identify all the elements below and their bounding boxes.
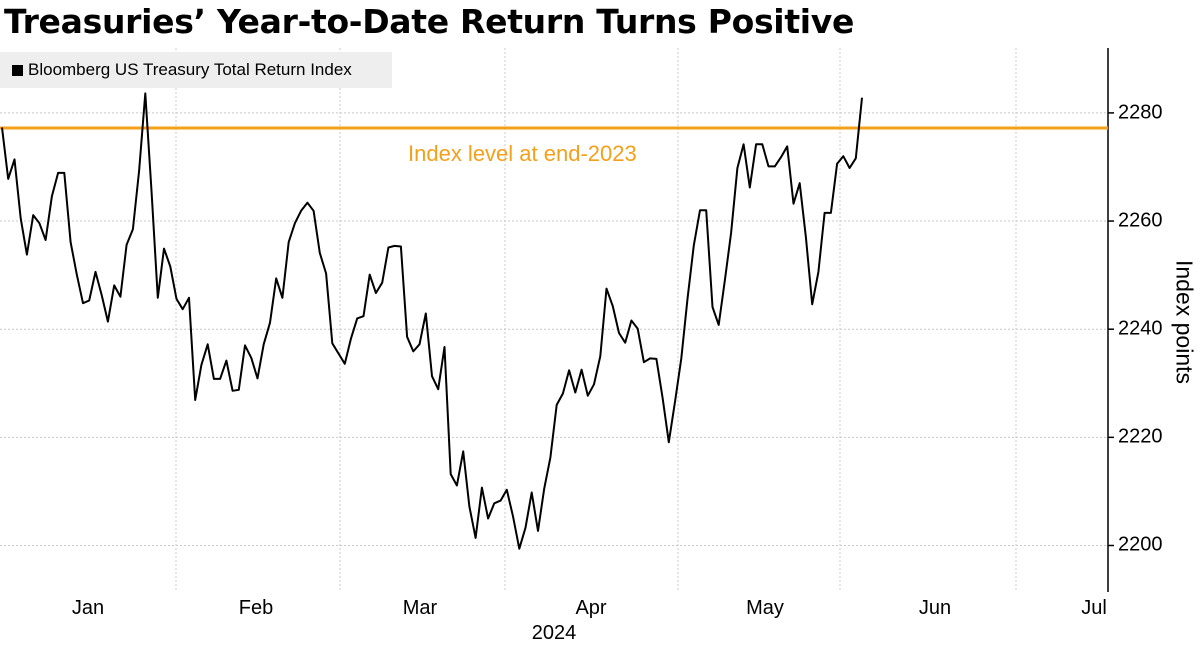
x-tick-label: Apr (575, 597, 607, 619)
y-tick-label: 2220 (1118, 425, 1163, 448)
chart-title: Treasuries’ Year-to-Date Return Turns Po… (4, 2, 855, 41)
x-tick-label: May (746, 597, 784, 619)
legend-label: Bloomberg US Treasury Total Return Index (28, 60, 352, 79)
y-axis-label: Index points (1171, 259, 1198, 385)
series-group (1, 92, 863, 550)
y-tick-label: 2280 (1118, 101, 1163, 124)
series-line (1, 92, 863, 550)
y-axis (1107, 48, 1114, 592)
y-tick-label: 2240 (1118, 317, 1163, 340)
x-axis-year-label: 2024 (531, 622, 577, 644)
x-tick-label: Jun (918, 597, 952, 619)
x-tick-label: Feb (238, 597, 274, 619)
legend: Bloomberg US Treasury Total Return Index (0, 52, 392, 88)
x-tick-label: Jan (71, 597, 105, 619)
y-tick-label: 2200 (1118, 533, 1163, 556)
x-tick-label: Mar (402, 597, 438, 619)
vertical-gridlines (175, 48, 1017, 592)
x-tick-label: Jul (1081, 597, 1107, 619)
y-tick-label: 2260 (1118, 209, 1163, 232)
horizontal-gridlines (0, 112, 1108, 546)
reference-line-label: Index level at end-2023 (408, 141, 637, 166)
legend-swatch (12, 64, 23, 76)
